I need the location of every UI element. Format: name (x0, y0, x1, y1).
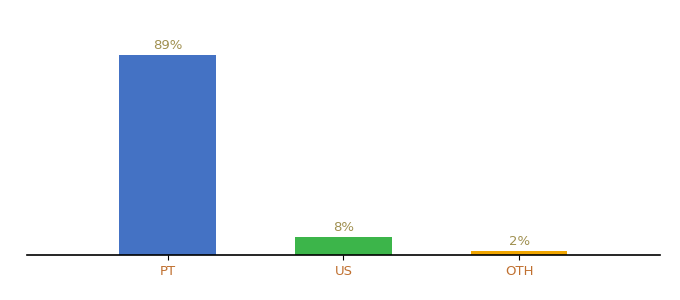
Bar (295, 237, 392, 255)
Text: 8%: 8% (333, 221, 354, 234)
Text: 2%: 2% (509, 235, 530, 248)
Bar (120, 55, 216, 255)
Text: 89%: 89% (153, 39, 182, 52)
Bar (471, 250, 567, 255)
